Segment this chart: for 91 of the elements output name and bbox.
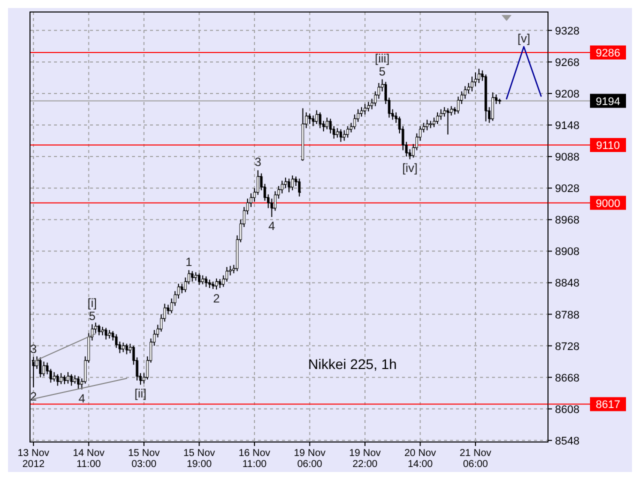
candlestick [201,274,204,285]
ref-line-label: 8617 [596,399,620,412]
candlestick [218,278,222,288]
candlestick [326,117,328,130]
candlestick [440,108,442,120]
candlestick [298,178,301,198]
annotation: 4 [268,219,276,234]
candlestick [191,270,194,282]
y-tick-label: 9208 [555,88,580,100]
candlestick [336,128,339,138]
y-tick-label: 9028 [555,183,580,196]
annotation: [iv] [402,161,418,176]
candlestick [70,374,73,386]
candlestick [308,112,311,124]
candlestick [74,374,76,384]
annotation: 2 [30,389,38,404]
candlestick [66,372,70,384]
candlestick [436,112,439,124]
y-tick-label: 8788 [555,309,580,322]
candlestick [39,356,42,378]
candlestick [318,112,322,129]
ref-line-label: 9286 [596,47,620,60]
annotation: 5 [88,309,96,324]
annotation: [v] [517,32,530,46]
candlestick [346,126,349,138]
y-tick-label: 9268 [555,56,580,69]
x-tick-label: 14 Nov 11:00 [72,448,105,470]
ref-line-label: 9194 [596,96,620,108]
x-tick-label: 13 Nov 2012 [18,448,50,470]
annotation: 2 [213,292,220,306]
candlestick [180,283,184,294]
candlestick [291,174,294,191]
x-tick-label: 19 Nov 22:00 [349,448,381,470]
x-tick-label: 19 Nov 06:00 [294,448,326,470]
x-tick-label: 15 Nov 03:00 [128,448,160,470]
y-tick-label: 9088 [555,152,580,164]
candlestick [426,119,428,131]
candlestick [52,372,56,382]
candlestick [491,92,494,122]
candlestick [302,108,304,162]
annotation: 5 [378,64,386,78]
candlestick [63,374,66,385]
y-tick-label: 8548 [555,435,580,448]
candlestick [484,74,488,122]
candlestick [42,361,46,377]
annotation: 1 [186,255,193,270]
candlestick [204,276,208,288]
annotation: 3 [30,342,38,356]
y-tick-label: 8968 [555,214,580,227]
x-tick-label: 20 Nov 14:00 [404,448,436,470]
x-tick-label: 21 Nov 06:00 [460,448,492,470]
y-tick-label: 9328 [555,25,580,38]
annotation: [iii] [374,51,390,66]
candlestick [315,110,318,124]
ref-line-label: 9110 [596,140,620,152]
annotation: Nikkei 225, 1h [308,356,397,372]
candlestick [470,76,474,92]
y-tick-label: 8848 [555,278,580,290]
candlestick [340,128,342,142]
candlestick [443,106,446,118]
candlestick [215,278,218,290]
y-tick-label: 8608 [555,404,580,416]
annotation: [ii] [134,386,147,401]
candlestick [198,272,200,286]
candlestick [184,276,187,293]
annotation: 4 [78,391,86,406]
candlestick [122,342,124,353]
candlestick [498,98,502,104]
candlestick [32,356,35,388]
y-tick-label: 8668 [555,372,580,384]
candlestick [343,130,346,142]
candlestick [77,376,80,390]
candlestick [108,330,111,339]
candlestick [60,372,62,385]
y-tick-label: 8908 [555,246,580,258]
y-tick-label: 9148 [555,120,580,132]
x-tick-label: 16 Nov 11:00 [238,448,270,470]
candlestick [367,101,370,112]
candlestick [98,324,100,336]
annotation: 3 [254,155,262,170]
x-tick-label: 15 Nov 19:00 [183,448,216,470]
candlestick [194,272,198,282]
candlestick [104,327,108,340]
y-tick-label: 8728 [555,340,580,353]
candlestick [364,103,366,116]
candlestick [478,68,480,84]
candlestick [125,343,128,355]
candlestick [56,374,59,386]
ref-line-label: 9000 [596,198,620,210]
candlestick [446,108,450,135]
annotation: [i] [87,296,97,310]
